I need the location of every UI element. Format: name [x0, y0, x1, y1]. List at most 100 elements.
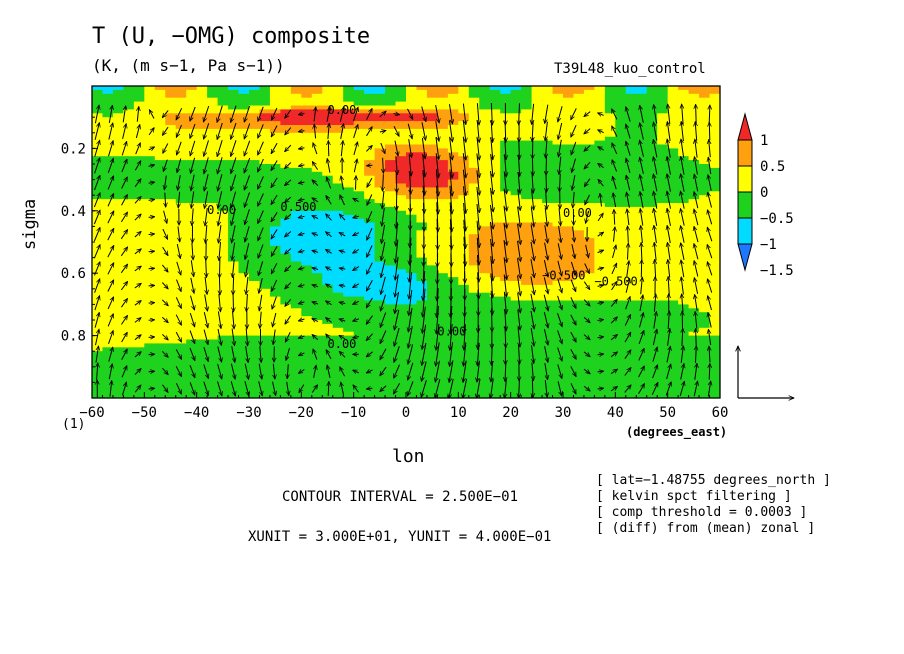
- field-cell: [311, 312, 323, 317]
- field-cell: [709, 113, 720, 118]
- field-cell: [416, 277, 428, 282]
- field-cell: [615, 152, 627, 157]
- field-cell: [207, 351, 219, 356]
- field-cell: [573, 261, 585, 266]
- field-cell: [489, 128, 501, 134]
- field-cell: [343, 390, 355, 395]
- field-cell: [458, 86, 470, 91]
- field-cell: [646, 261, 658, 266]
- field-cell: [542, 97, 554, 103]
- field-cell: [416, 273, 428, 278]
- wind-vector: [148, 371, 155, 372]
- field-cell: [657, 93, 669, 99]
- field-cell: [385, 316, 397, 321]
- field-cell: [531, 296, 543, 302]
- field-cell: [385, 230, 397, 235]
- field-cell: [311, 261, 323, 266]
- field-cell: [531, 386, 543, 391]
- field-cell: [521, 288, 533, 294]
- field-cell: [228, 234, 240, 239]
- field-cell: [290, 195, 302, 200]
- field-cell: [259, 269, 271, 274]
- field-cell: [604, 152, 616, 157]
- field-cell: [374, 171, 386, 177]
- field-cell: [332, 199, 344, 204]
- field-cell: [322, 359, 334, 364]
- field-cell: [207, 242, 219, 247]
- field-cell: [165, 218, 177, 224]
- field-cell: [479, 320, 491, 325]
- field-cell: [175, 335, 187, 341]
- field-cell: [395, 109, 407, 114]
- field-cell: [552, 183, 564, 188]
- field-cell: [112, 101, 124, 107]
- field-cell: [521, 316, 533, 321]
- field-cell: [531, 195, 543, 200]
- field-cell: [458, 366, 470, 372]
- field-cell: [573, 323, 585, 329]
- field-cell: [165, 281, 177, 286]
- field-cell: [542, 296, 554, 302]
- field-cell: [479, 230, 491, 235]
- field-cell: [573, 206, 585, 212]
- field-cell: [699, 273, 711, 278]
- field-cell: [228, 121, 240, 126]
- field-cell: [332, 386, 344, 391]
- field-cell: [416, 210, 428, 216]
- field-cell: [542, 206, 554, 212]
- field-cell: [374, 109, 386, 114]
- field-cell: [269, 97, 281, 103]
- field-cell: [521, 257, 533, 263]
- field-cell: [458, 269, 470, 274]
- field-cell: [489, 374, 501, 380]
- field-cell: [479, 335, 491, 341]
- field-cell: [332, 97, 344, 103]
- field-cell: [290, 362, 302, 368]
- field-cell: [688, 284, 700, 290]
- field-cell: [489, 300, 501, 305]
- field-cell: [709, 171, 720, 177]
- field-cell: [207, 203, 219, 208]
- field-cell: [92, 218, 104, 224]
- field-cell: [709, 257, 720, 263]
- field-cell: [343, 171, 355, 177]
- field-cell: [269, 277, 281, 282]
- field-cell: [196, 335, 208, 341]
- field-cell: [133, 218, 145, 224]
- field-cell: [688, 167, 700, 173]
- field-cell: [102, 355, 114, 360]
- field-cell: [102, 214, 114, 220]
- field-cell: [112, 136, 124, 142]
- field-cell: [563, 347, 575, 352]
- field-cell: [447, 128, 459, 134]
- field-cell: [583, 347, 595, 352]
- field-cell: [207, 121, 219, 126]
- field-cell: [269, 93, 281, 99]
- field-cell: [636, 132, 648, 138]
- field-cell: [374, 312, 386, 317]
- field-cell: [699, 343, 711, 348]
- field-cell: [102, 359, 114, 364]
- field-cell: [594, 296, 606, 302]
- field-cell: [353, 331, 365, 337]
- field-cell: [165, 245, 177, 251]
- field-cell: [353, 292, 365, 298]
- field-cell: [112, 113, 124, 118]
- field-cell: [311, 292, 323, 298]
- field-cell: [207, 206, 219, 212]
- field-cell: [636, 304, 648, 309]
- field-cell: [165, 160, 177, 165]
- field-cell: [217, 218, 229, 224]
- field-cell: [123, 167, 135, 173]
- field-cell: [395, 199, 407, 204]
- field-cell: [165, 323, 177, 329]
- wind-vector: [107, 211, 115, 224]
- field-cell: [322, 101, 334, 107]
- field-cell: [343, 304, 355, 309]
- field-cell: [458, 164, 470, 169]
- field-cell: [657, 382, 669, 387]
- field-cell: [625, 210, 637, 216]
- wind-vector: [148, 303, 155, 304]
- field-cell: [583, 167, 595, 173]
- field-cell: [238, 359, 250, 364]
